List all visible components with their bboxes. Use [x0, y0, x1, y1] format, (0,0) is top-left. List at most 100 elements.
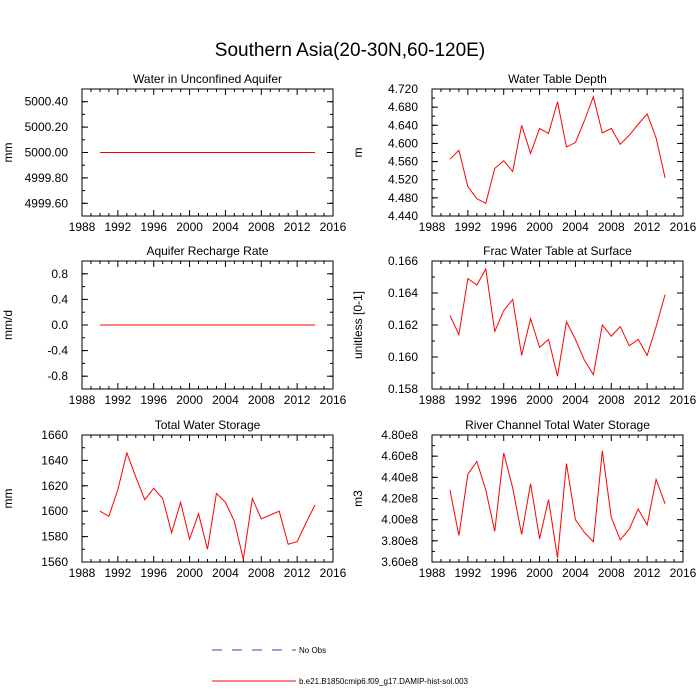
y-tick-label: 4.00e8: [381, 513, 418, 527]
y-tick-label: 0.0: [51, 318, 68, 332]
x-tick-label: 1992: [105, 566, 132, 580]
x-tick-label: 2012: [284, 393, 311, 407]
x-tick-label: 1992: [455, 566, 482, 580]
x-tick-label: 1992: [105, 220, 132, 234]
y-tick-label: 1640: [41, 453, 68, 467]
plot-frame: [431, 434, 684, 563]
panel-river-channel-total-water-storage: River Channel Total Water Storage m3 1988 1…: [351, 418, 697, 580]
y-tick-label: 1580: [41, 530, 68, 544]
x-tick-label: 2008: [248, 393, 275, 407]
y-axis-label: mm: [1, 143, 15, 163]
x-tick-label: 1996: [140, 393, 167, 407]
x-tick-label: 2004: [212, 566, 239, 580]
x-tick-label: 2004: [562, 566, 589, 580]
x-tick-label: 2016: [320, 220, 347, 234]
panel-title: River Channel Total Water Storage: [465, 418, 650, 432]
panel-aquifer-recharge-rate: Aquifer Recharge Rate mm/d 1988 1992 1996 200…: [1, 244, 347, 407]
x-tick-label: 2016: [670, 393, 697, 407]
panel-title: Water in Unconfined Aquifer: [133, 72, 282, 86]
y-tick-label: -0.4: [47, 344, 68, 358]
panel-water-in-unconfined-aquifer: Water in Unconfined Aquifer mm 1988 1992 199…: [1, 72, 347, 234]
x-tick-label: 1992: [105, 393, 132, 407]
x-tick-label: 1988: [419, 566, 446, 580]
y-tick-label: 4.600: [388, 136, 418, 150]
legend-label-model: b.e21.B1850cmip6.f09_g17.DAMIP-hist-sol.…: [299, 677, 469, 686]
y-tick-label: 0.8: [51, 267, 68, 281]
x-tick-label: 2000: [176, 566, 203, 580]
x-tick-label: 2016: [320, 393, 347, 407]
y-tick-label: 5000.20: [25, 120, 69, 134]
y-axis-label: mm: [1, 489, 15, 509]
y-axis-label: m3: [351, 490, 365, 507]
y-tick-label: 0.158: [388, 382, 418, 396]
x-tick-label: 2012: [284, 220, 311, 234]
x-tick-label: 1988: [69, 220, 96, 234]
y-tick-label: 4.80e8: [381, 428, 418, 442]
y-tick-label: 3.80e8: [381, 534, 418, 548]
y-axis-label: mm/d: [1, 310, 15, 340]
x-tick-label: 2004: [562, 393, 589, 407]
panel-total-water-storage: Total Water Storage mm 1988 1992 1996 2000 200…: [1, 418, 347, 580]
series-line: [449, 95, 666, 205]
x-tick-label: 2008: [598, 566, 625, 580]
x-tick-label: 1996: [490, 220, 517, 234]
y-tick-label: 0.4: [51, 292, 68, 306]
x-tick-label: 1996: [490, 566, 517, 580]
y-tick-label: 4.20e8: [381, 492, 418, 506]
y-tick-label: 4.480: [388, 191, 418, 205]
y-tick-label: 1620: [41, 479, 68, 493]
x-tick-label: 2008: [248, 566, 275, 580]
x-tick-label: 1988: [419, 220, 446, 234]
x-tick-label: 2016: [670, 566, 697, 580]
x-tick-label: 2000: [176, 393, 203, 407]
y-tick-label: -0.8: [47, 369, 68, 383]
y-tick-label: 4999.60: [25, 196, 69, 210]
figure-title: Southern Asia(20-30N,60-120E): [215, 40, 485, 61]
plot-frame: [81, 434, 334, 563]
y-tick-label: 1560: [41, 555, 68, 569]
x-tick-label: 1988: [69, 566, 96, 580]
y-tick-label: 1660: [41, 428, 68, 442]
legend-label-obs: No Obs: [299, 646, 326, 655]
x-tick-label: 2016: [320, 566, 347, 580]
x-tick-label: 1996: [140, 220, 167, 234]
y-tick-label: 0.160: [388, 350, 418, 364]
y-tick-label: 4.520: [388, 173, 418, 187]
x-tick-label: 2008: [598, 393, 625, 407]
y-tick-label: 0.164: [388, 286, 418, 300]
y-tick-label: 4.560: [388, 155, 418, 169]
y-axis-label: unitless [0-1]: [351, 291, 365, 359]
x-tick-label: 2016: [670, 220, 697, 234]
y-tick-label: 4.720: [388, 82, 418, 96]
x-tick-label: 2000: [526, 393, 553, 407]
series-line: [449, 267, 666, 377]
y-tick-label: 4.640: [388, 118, 418, 132]
series-line: [99, 451, 316, 560]
x-tick-label: 2012: [634, 393, 661, 407]
panel-title: Frac Water Table at Surface: [483, 244, 632, 258]
panel-frac-water-table-at-surface: Frac Water Table at Surface unitless [0-1…: [351, 244, 697, 407]
x-tick-label: 2008: [248, 220, 275, 234]
y-tick-label: 5000.00: [25, 146, 69, 160]
y-tick-label: 4.60e8: [381, 449, 418, 463]
panel-title: Water Table Depth: [508, 72, 607, 86]
x-tick-label: 1992: [455, 220, 482, 234]
y-tick-label: 1600: [41, 504, 68, 518]
y-tick-label: 4.440: [388, 209, 418, 223]
x-tick-label: 2012: [634, 566, 661, 580]
y-tick-label: 0.162: [388, 318, 418, 332]
x-tick-label: 2004: [212, 220, 239, 234]
x-tick-label: 2008: [598, 220, 625, 234]
y-tick-label: 4.40e8: [381, 470, 418, 484]
y-axis-label: m: [351, 148, 365, 158]
x-tick-label: 2004: [212, 393, 239, 407]
y-tick-label: 0.166: [388, 254, 418, 268]
x-tick-label: 2004: [562, 220, 589, 234]
x-tick-label: 2012: [634, 220, 661, 234]
series-line: [449, 450, 666, 558]
y-tick-label: 3.60e8: [381, 555, 418, 569]
y-tick-label: 4.680: [388, 100, 418, 114]
legend: No Obs b.e21.B1850cmip6.f09_g17.DAMIP-hi…: [212, 646, 469, 686]
plot-frame: [431, 88, 684, 217]
x-tick-label: 1996: [140, 566, 167, 580]
